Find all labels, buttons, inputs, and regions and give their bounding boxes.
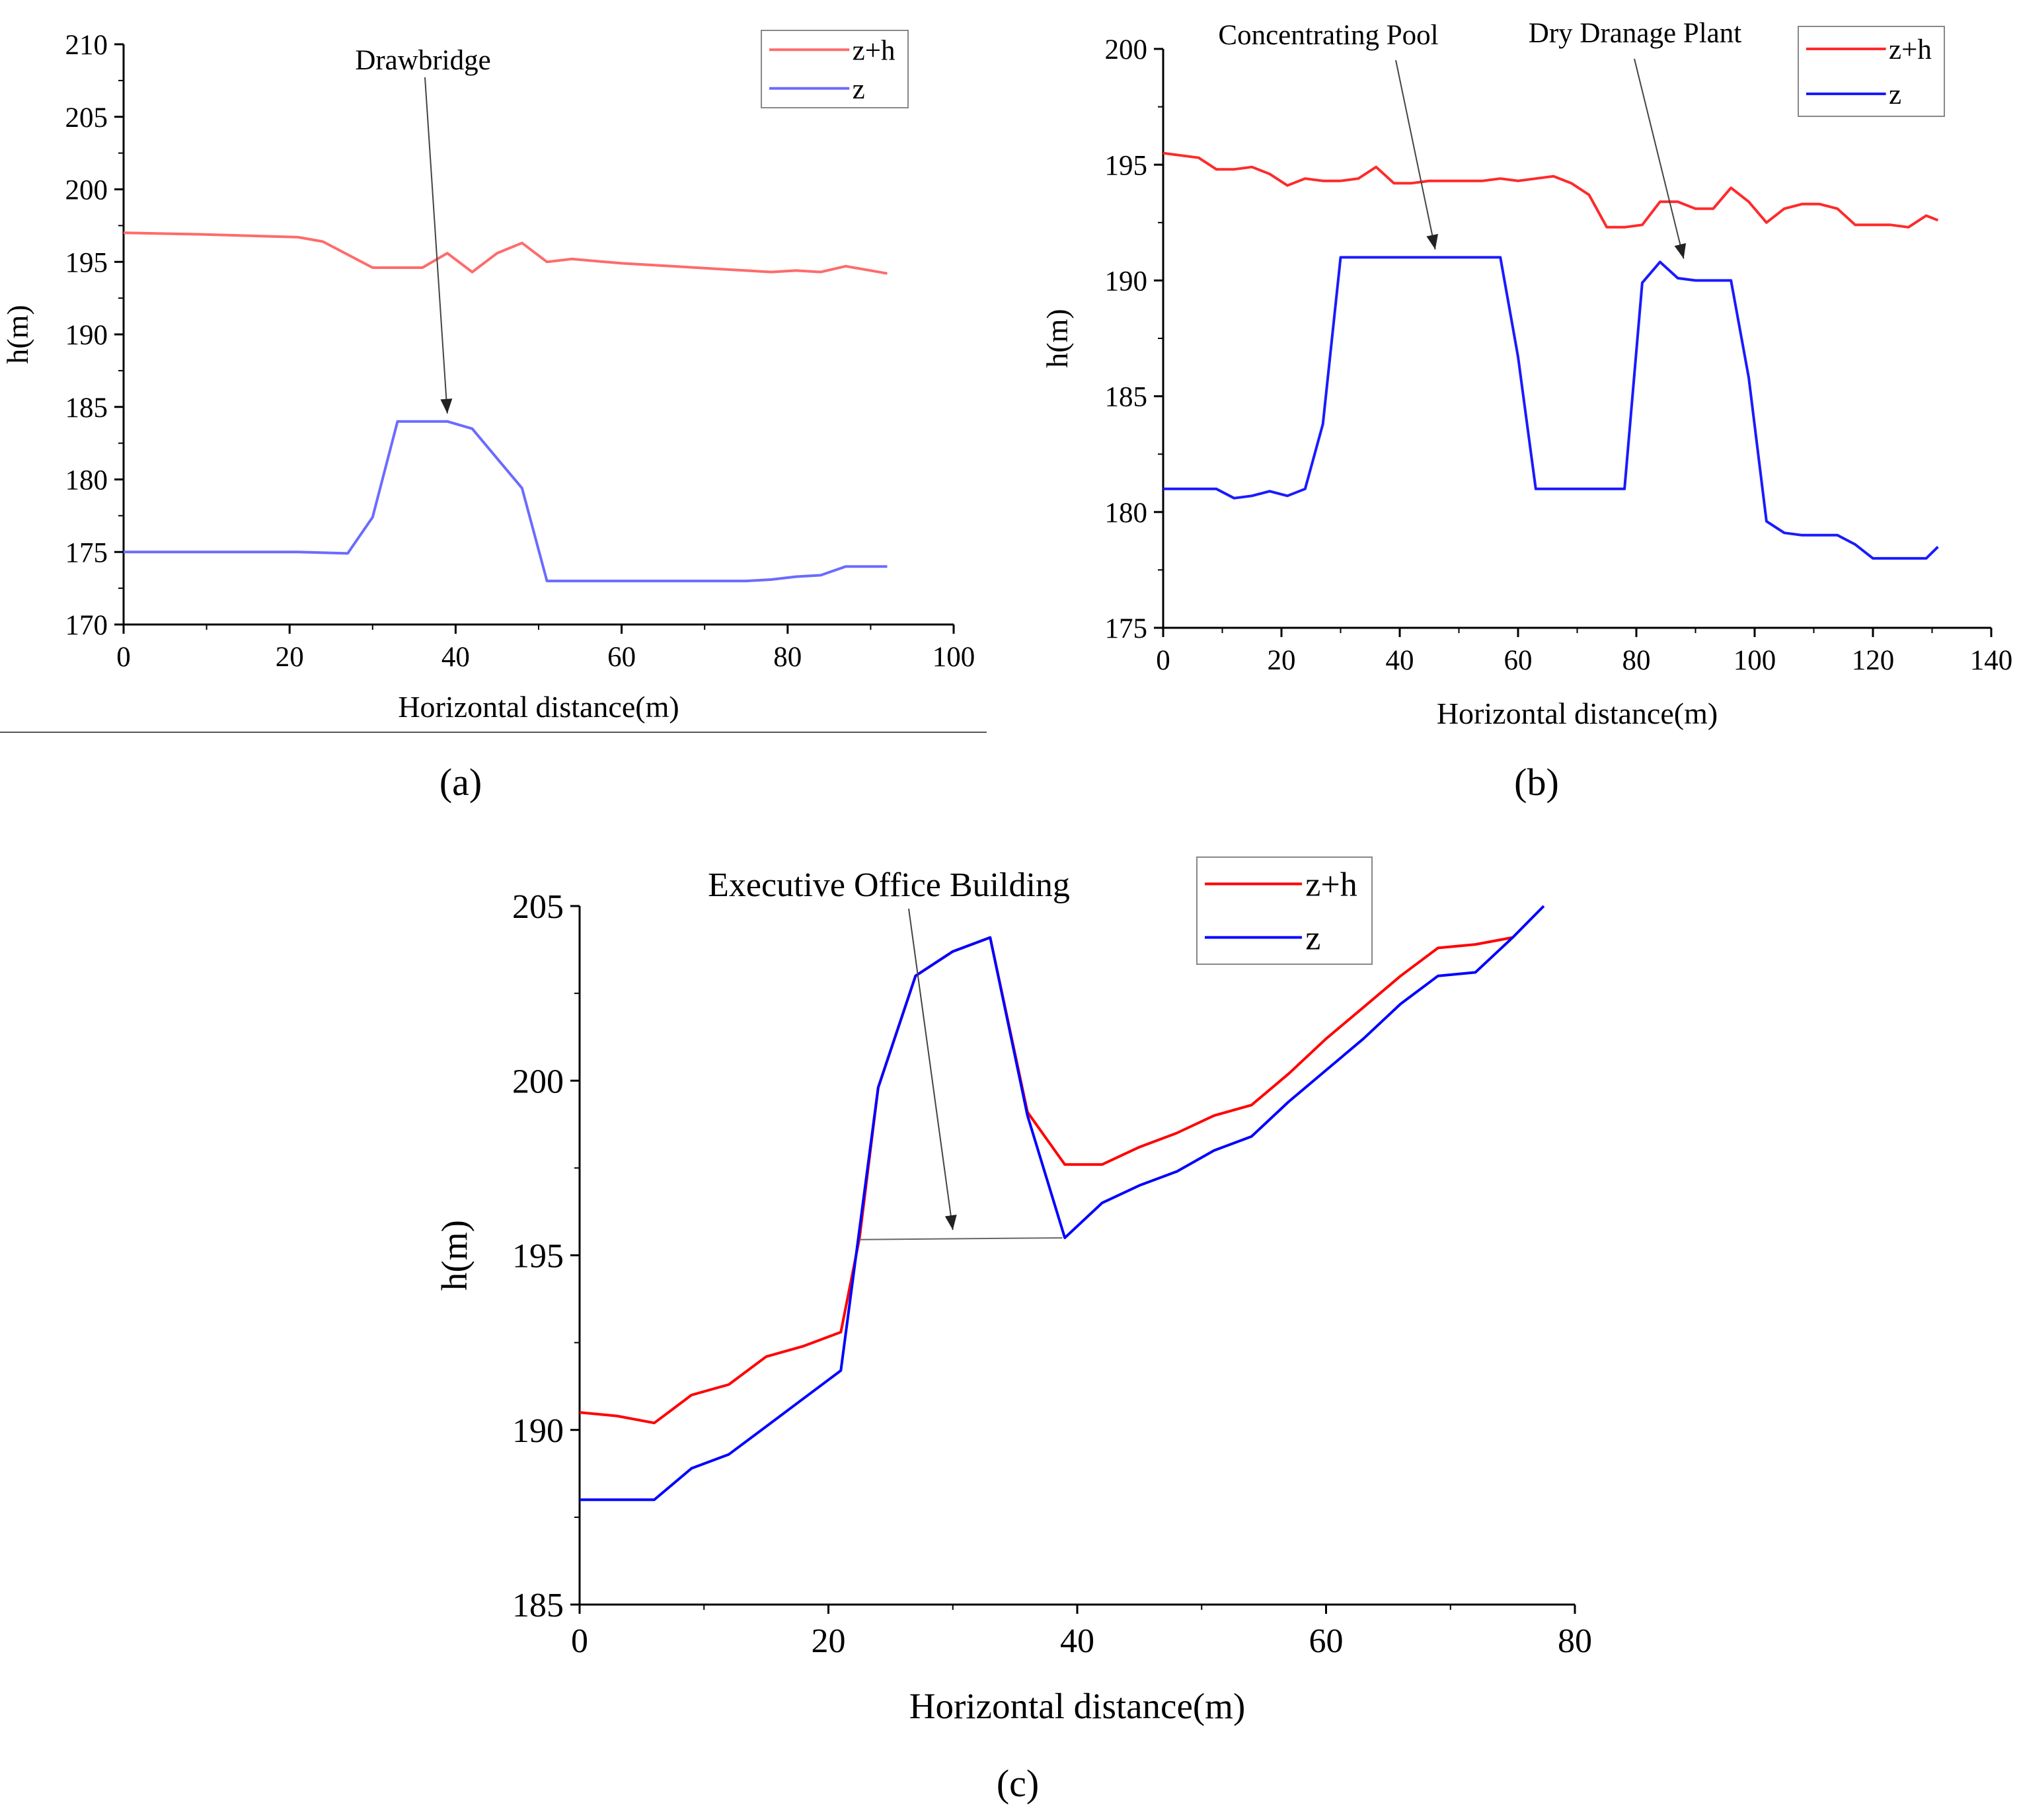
legend-label: z+h xyxy=(1305,866,1357,904)
annotation-label: Executive Office Building xyxy=(708,866,1070,904)
x-tick-label: 100 xyxy=(1733,645,1776,676)
y-tick-label: 170 xyxy=(65,610,108,641)
series-line-z-plus-h xyxy=(1162,151,1939,229)
series-line-z xyxy=(1163,256,1939,560)
x-tick-label: 0 xyxy=(1156,645,1170,676)
y-tick-label: 175 xyxy=(1105,613,1148,644)
y-tick-label: 180 xyxy=(65,465,108,496)
y-tick-label: 185 xyxy=(1105,382,1148,413)
x-tick-label: 40 xyxy=(1060,1622,1094,1660)
y-tick-label: 180 xyxy=(1105,498,1148,529)
x-tick-label: 100 xyxy=(933,642,975,673)
y-axis-label: h(m) xyxy=(1040,309,1074,367)
x-axis-label: Horizontal distance(m) xyxy=(1437,697,1718,730)
y-tick-label: 190 xyxy=(1105,266,1148,297)
annotation-arrowhead xyxy=(1426,233,1439,250)
x-axis-label: Horizontal distance(m) xyxy=(909,1686,1246,1726)
x-tick-label: 60 xyxy=(1309,1622,1344,1660)
x-tick-label: 20 xyxy=(1268,645,1296,676)
y-tick-label: 195 xyxy=(1105,150,1148,181)
caption-c: (c) xyxy=(996,1762,1040,1805)
y-axis-label: h(m) xyxy=(1,305,34,363)
legend-box xyxy=(1798,26,1945,117)
legend-label: z xyxy=(853,74,865,105)
y-tick-label: 205 xyxy=(65,102,108,133)
legend-label: z+h xyxy=(853,35,895,66)
x-tick-label: 140 xyxy=(1970,645,2013,676)
y-tick-label: 175 xyxy=(65,537,108,568)
annotation-arrow xyxy=(1634,58,1685,259)
y-tick-label: 195 xyxy=(512,1238,564,1275)
building-base-line xyxy=(859,1237,1063,1240)
x-tick-label: 60 xyxy=(607,642,636,673)
chart-b: 0 20 40 60 80 100 120 140 175 180 185 190 195 200 Hori… xyxy=(1040,18,2012,730)
annotation-label: Dry Dranage Plant xyxy=(1529,18,1741,49)
y-tick-label: 200 xyxy=(65,175,108,206)
y-tick-label: 195 xyxy=(65,247,108,278)
y-tick-label: 190 xyxy=(65,320,108,351)
y-tick-label: 205 xyxy=(512,888,564,926)
chart-a: 0 20 40 60 80 100 170 175 180 185 190 195 200 205 210 H… xyxy=(0,30,987,733)
y-tick-label: 185 xyxy=(512,1587,564,1624)
x-tick-label: 20 xyxy=(812,1622,846,1660)
x-tick-label: 0 xyxy=(571,1622,588,1660)
x-tick-label: 80 xyxy=(773,642,802,673)
series-line-z xyxy=(124,420,888,583)
annotation-arrowhead xyxy=(440,398,453,414)
annotation-arrowhead xyxy=(944,1215,957,1231)
y-tick-label: 200 xyxy=(512,1063,564,1100)
legend-label: z xyxy=(1305,920,1320,958)
y-tick-label: 190 xyxy=(512,1412,564,1450)
legend-label: z+h xyxy=(1889,34,1932,65)
legend-box xyxy=(761,30,909,108)
annotation-arrow xyxy=(908,908,954,1231)
annotation-arrow xyxy=(424,77,448,414)
y-axis-label: h(m) xyxy=(434,1220,475,1291)
x-tick-label: 80 xyxy=(1558,1622,1592,1660)
x-tick-label: 80 xyxy=(1622,645,1651,676)
x-tick-label: 60 xyxy=(1504,645,1533,676)
x-tick-label: 40 xyxy=(1386,645,1414,676)
y-tick-label: 185 xyxy=(65,393,108,424)
caption-b: (b) xyxy=(1514,761,1559,804)
x-axis-label: Horizontal distance(m) xyxy=(398,690,679,724)
legend-label: z xyxy=(1889,79,1901,110)
y-tick-label: 210 xyxy=(65,30,108,61)
legend-box xyxy=(1196,856,1373,965)
annotation-label: Concentrating Pool xyxy=(1218,20,1438,51)
caption-a: (a) xyxy=(439,761,482,804)
annotation-arrowhead xyxy=(1674,243,1687,259)
annotation-label: Drawbridge xyxy=(355,45,490,76)
series-line-z-plus-h xyxy=(123,231,888,275)
y-tick-label: 200 xyxy=(1105,34,1148,65)
x-tick-label: 120 xyxy=(1852,645,1895,676)
x-tick-label: 20 xyxy=(276,642,304,673)
chart-c: 0 20 40 60 80 185 190 195 200 205 Horizontal dista… xyxy=(434,856,1592,1726)
x-tick-label: 0 xyxy=(116,642,131,673)
annotation-arrow xyxy=(1395,59,1436,250)
series-line-z xyxy=(580,905,1545,1501)
x-tick-label: 40 xyxy=(441,642,470,673)
